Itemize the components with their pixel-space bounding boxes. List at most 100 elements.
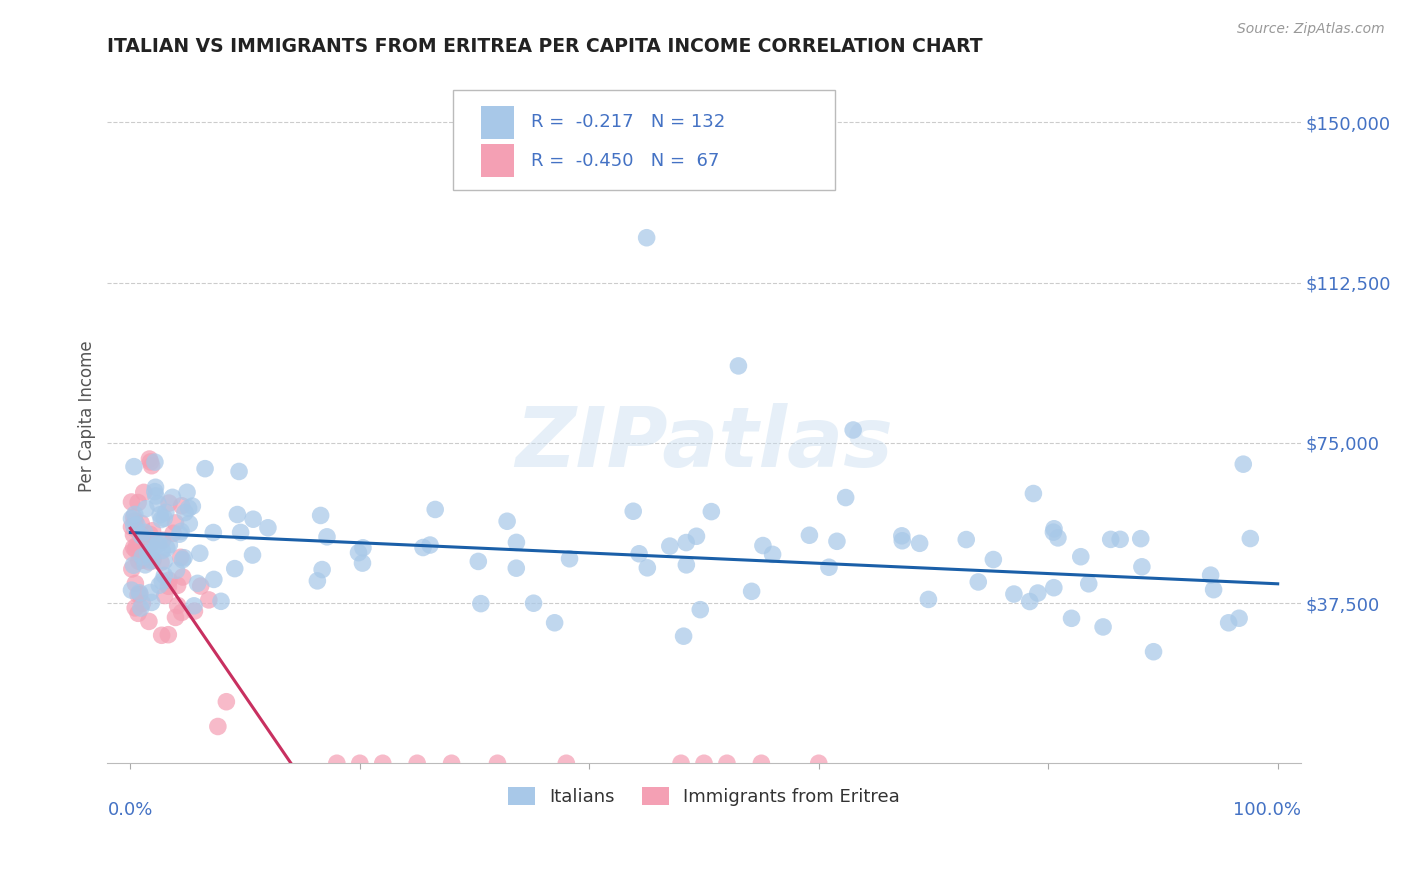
Point — [555, 756, 578, 771]
Text: R =  -0.217   N = 132: R = -0.217 N = 132 — [531, 113, 725, 131]
Point — [131, 549, 153, 564]
Point — [229, 525, 252, 540]
Text: 0.0%: 0.0% — [107, 801, 153, 820]
Point — [145, 489, 167, 503]
Point — [242, 512, 264, 526]
Point — [818, 560, 841, 574]
Point — [967, 574, 990, 589]
Point — [621, 504, 644, 518]
Point — [132, 485, 155, 500]
Point — [700, 505, 723, 519]
Point — [150, 512, 173, 526]
Point — [228, 465, 250, 479]
Point — [1199, 568, 1222, 582]
Point — [628, 547, 651, 561]
Text: 100.0%: 100.0% — [1233, 801, 1301, 820]
Point — [890, 529, 912, 543]
Point — [121, 511, 143, 525]
Point — [131, 596, 153, 610]
Point — [121, 583, 143, 598]
Point — [1043, 581, 1066, 595]
Point — [202, 573, 225, 587]
Point — [558, 551, 581, 566]
Point — [138, 452, 160, 467]
Point — [834, 491, 856, 505]
Point — [486, 756, 509, 771]
Point — [352, 541, 374, 555]
Point — [132, 553, 155, 567]
Point — [496, 514, 519, 528]
Point — [209, 594, 232, 608]
Point — [121, 562, 143, 576]
Point — [122, 527, 145, 541]
Point — [658, 539, 681, 553]
Point — [134, 535, 156, 549]
Point — [371, 756, 394, 771]
Point — [157, 628, 180, 642]
Point — [139, 585, 162, 599]
Point — [188, 546, 211, 560]
Point — [128, 587, 150, 601]
Point — [825, 534, 848, 549]
Point — [143, 455, 166, 469]
Point — [226, 508, 249, 522]
Point — [124, 601, 146, 615]
Point — [124, 508, 146, 522]
Point — [166, 599, 188, 613]
Point — [207, 719, 229, 733]
Point — [347, 546, 370, 560]
Point — [135, 501, 157, 516]
Legend: Italians, Immigrants from Eritrea: Italians, Immigrants from Eritrea — [501, 780, 907, 814]
Point — [139, 455, 162, 469]
Point — [121, 520, 143, 534]
Point — [762, 547, 785, 561]
Point — [141, 595, 163, 609]
Point — [146, 538, 169, 552]
Point — [179, 516, 201, 531]
FancyBboxPatch shape — [453, 90, 835, 191]
Point — [129, 516, 152, 531]
Point — [127, 495, 149, 509]
Point — [505, 561, 527, 575]
Point — [156, 541, 179, 555]
Point — [352, 556, 374, 570]
Point — [129, 527, 152, 541]
Point — [1142, 645, 1164, 659]
Point — [124, 542, 146, 557]
Point — [326, 756, 349, 771]
Point — [148, 534, 170, 549]
Point — [309, 508, 332, 523]
Point — [166, 563, 188, 577]
Point — [122, 558, 145, 573]
Point — [146, 497, 169, 511]
Point — [173, 550, 195, 565]
Point — [145, 480, 167, 494]
Point — [316, 530, 339, 544]
Point — [146, 538, 169, 552]
Point — [412, 541, 434, 555]
Point — [1092, 620, 1115, 634]
Point — [675, 535, 697, 549]
Point — [141, 541, 163, 556]
Point — [124, 576, 146, 591]
Point — [125, 517, 148, 532]
Point — [165, 610, 187, 624]
Point — [172, 553, 194, 567]
Point — [1218, 615, 1240, 630]
Point — [689, 602, 711, 616]
Text: ITALIAN VS IMMIGRANTS FROM ERITREA PER CAPITA INCOME CORRELATION CHART: ITALIAN VS IMMIGRANTS FROM ERITREA PER C… — [107, 37, 983, 56]
Point — [125, 539, 148, 553]
Point — [257, 521, 280, 535]
Point — [170, 524, 193, 539]
Point — [1109, 533, 1132, 547]
Point — [166, 578, 188, 592]
Point — [425, 502, 447, 516]
Point — [152, 533, 174, 548]
Point — [1042, 525, 1064, 540]
Point — [153, 554, 176, 568]
Point — [134, 525, 156, 540]
Point — [138, 555, 160, 569]
Point — [165, 516, 187, 530]
Point — [136, 546, 159, 560]
Point — [505, 535, 527, 549]
